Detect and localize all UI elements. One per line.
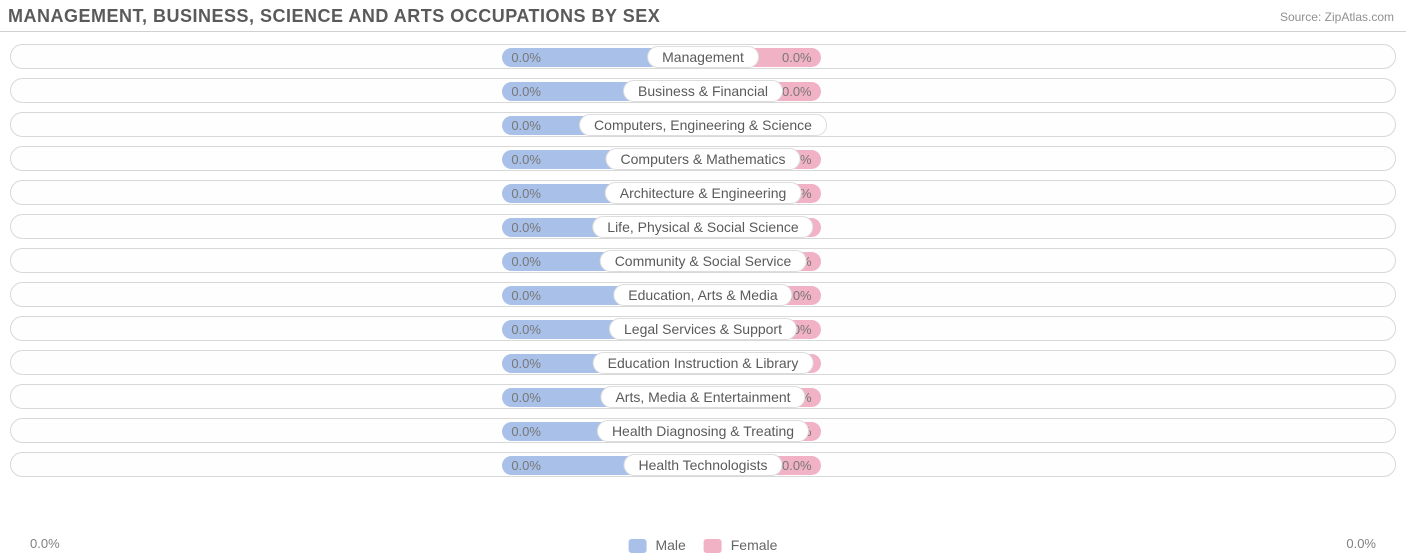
male-value: 0.0% [511, 288, 541, 303]
category-label: Computers & Mathematics [606, 148, 801, 170]
legend-female-label: Female [731, 537, 778, 553]
male-value: 0.0% [511, 50, 541, 65]
legend-male-label: Male [655, 537, 685, 553]
chart-source: Source: ZipAtlas.com [1280, 10, 1394, 24]
category-label: Health Technologists [624, 454, 783, 476]
female-value: 0.0% [782, 50, 812, 65]
legend-female-swatch [704, 539, 722, 553]
category-label: Legal Services & Support [609, 318, 797, 340]
row-track: 0.0% 0.0% Management [10, 44, 1396, 69]
chart-footer: 0.0% Male Female 0.0% [0, 529, 1406, 553]
category-label: Education, Arts & Media [613, 284, 792, 306]
male-value: 0.0% [511, 254, 541, 269]
legend-male: Male [629, 537, 686, 553]
male-bar: 0.0% [502, 48, 661, 67]
male-value: 0.0% [511, 186, 541, 201]
male-value: 0.0% [511, 322, 541, 337]
row-track: 0.0%0.0%Computers & Mathematics [10, 146, 1396, 171]
category-label: Life, Physical & Social Science [592, 216, 813, 238]
legend-male-swatch [629, 539, 647, 553]
legend: Male Female [629, 537, 778, 553]
category-label: Arts, Media & Entertainment [600, 386, 805, 408]
female-value: 0.0% [782, 84, 812, 99]
row-track: 0.0%0.0%Business & Financial [10, 78, 1396, 103]
male-value: 0.0% [511, 458, 541, 473]
row-track: 0.0%0.0%Community & Social Service [10, 248, 1396, 273]
category-label: Management [647, 46, 759, 68]
row-track: 0.0%0.0%Legal Services & Support [10, 316, 1396, 341]
male-value: 0.0% [511, 390, 541, 405]
category-label: Business & Financial [623, 80, 783, 102]
category-label: Computers, Engineering & Science [579, 114, 827, 136]
row-track: 0.0%0.0%Education Instruction & Library [10, 350, 1396, 375]
male-value: 0.0% [511, 152, 541, 167]
row-track: 0.0%0.0%Health Diagnosing & Treating [10, 418, 1396, 443]
axis-left-label: 0.0% [30, 536, 60, 551]
male-value: 0.0% [511, 424, 541, 439]
row-track: 0.0%0.0%Education, Arts & Media [10, 282, 1396, 307]
chart-title: MANAGEMENT, BUSINESS, SCIENCE AND ARTS O… [8, 6, 660, 27]
legend-female: Female [704, 537, 778, 553]
female-value: 0.0% [782, 458, 812, 473]
category-label: Community & Social Service [600, 250, 807, 272]
male-value: 0.0% [511, 356, 541, 371]
chart-header: MANAGEMENT, BUSINESS, SCIENCE AND ARTS O… [0, 0, 1406, 32]
male-value: 0.0% [511, 220, 541, 235]
axis-right-label: 0.0% [1346, 536, 1376, 551]
row-track: 0.0%0.0%Life, Physical & Social Science [10, 214, 1396, 239]
male-value: 0.0% [511, 118, 541, 133]
male-value: 0.0% [511, 84, 541, 99]
row-track: 0.0%0.0%Architecture & Engineering [10, 180, 1396, 205]
category-label: Health Diagnosing & Treating [597, 420, 809, 442]
category-label: Architecture & Engineering [605, 182, 802, 204]
row-track: 0.0%0.0%Computers, Engineering & Science [10, 112, 1396, 137]
category-label: Education Instruction & Library [593, 352, 814, 374]
row-track: 0.0%0.0%Arts, Media & Entertainment [10, 384, 1396, 409]
chart-area: 0.0%0.0%Management0.0%0.0%Business & Fin… [0, 32, 1406, 477]
row-track: 0.0%0.0%Health Technologists [10, 452, 1396, 477]
